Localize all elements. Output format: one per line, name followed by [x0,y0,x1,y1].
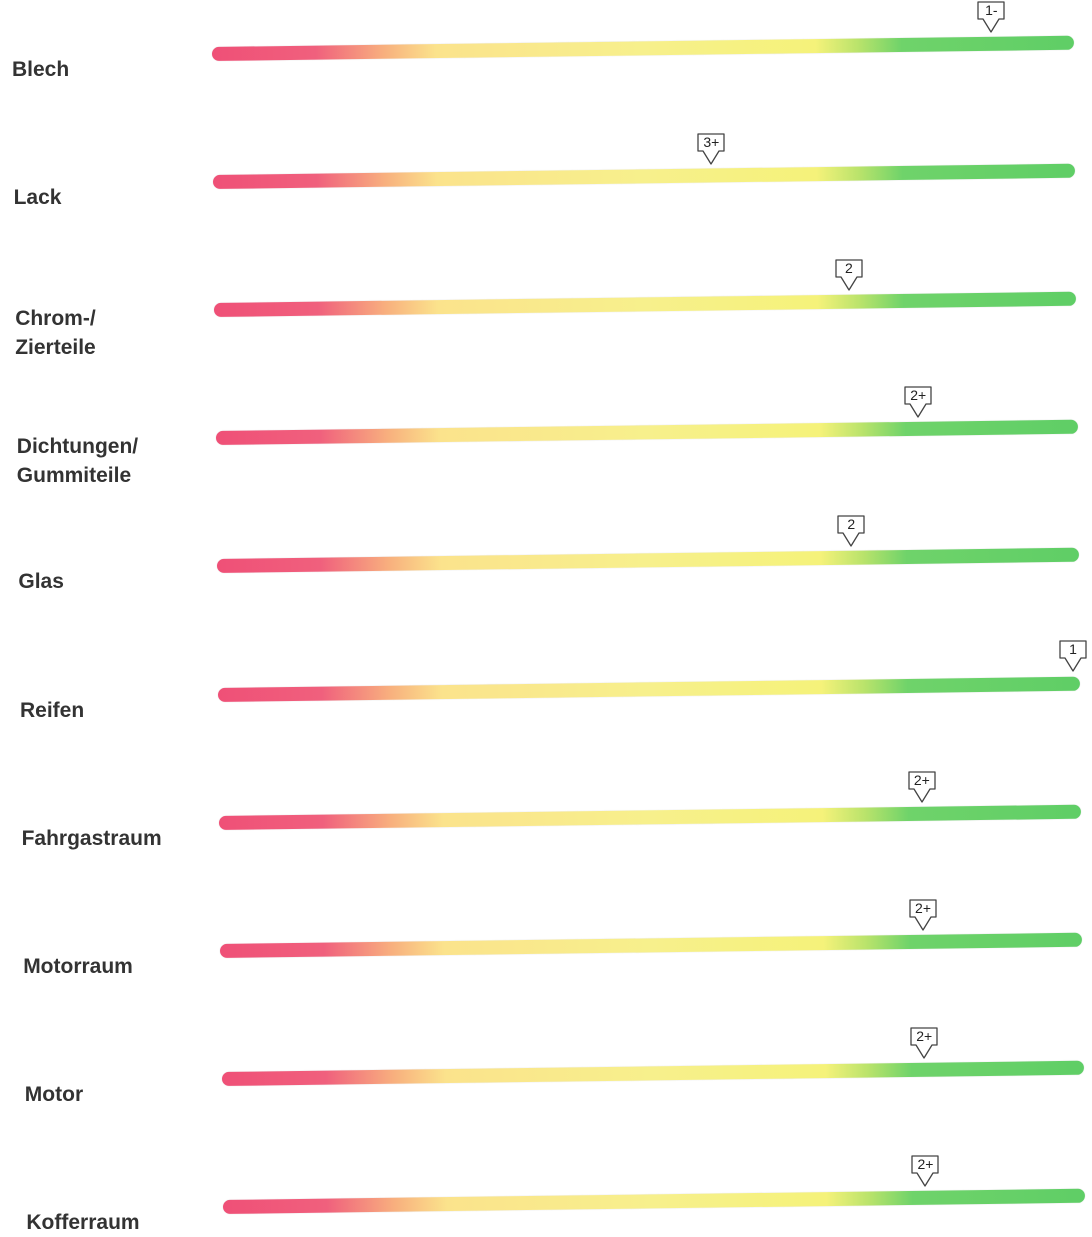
grade-marker: 2+ [903,770,941,805]
rating-scale-bar [221,1060,1084,1086]
rating-scale-bar [211,35,1075,61]
rating-row-chrom-zierteile: Chrom-/ Zierteile 2 [0,259,1092,359]
rating-label: Glas [18,570,64,594]
grade-marker: 1 [1054,640,1092,674]
rating-scale-bar [216,548,1079,574]
grade-value: 1 [1069,641,1077,658]
grade-marker: 2+ [906,1155,944,1189]
grade-value: 2+ [916,1027,933,1044]
rating-label: Kofferraum [26,1210,140,1234]
rating-scale-bar [213,163,1076,190]
down-arrow-marker-icon [911,1155,940,1187]
rating-label: Lack [13,186,62,210]
grade-value: 2+ [913,771,930,788]
rating-label: Dichtungen/ Gummiteile [16,435,139,488]
grade-value: 2 [844,260,853,277]
rating-scale-bar [214,291,1077,318]
grade-marker: 2+ [904,898,942,933]
rating-scale-bar [219,804,1082,830]
grade-value: 2+ [917,1155,934,1172]
down-arrow-marker-icon [977,1,1005,33]
rating-row-lack: Lack 3+ [0,133,1092,209]
down-arrow-marker-icon [910,1027,938,1059]
grade-value: 3+ [703,133,720,150]
rating-scale-bar [215,420,1078,446]
rating-row-kofferraum: Kofferraum 2+ [0,1155,1092,1234]
rating-label: Fahrgastraum [21,826,162,850]
grade-marker: 2 [832,515,870,549]
grade-marker: 1- [972,1,1010,35]
grade-value: 1- [985,2,998,19]
rating-row-blech: Blech 1- [0,1,1092,81]
rating-scale-bar [220,932,1083,958]
rating-label: Motor [24,1082,84,1106]
down-arrow-marker-icon [908,770,936,803]
rating-label: Motorraum [23,954,133,978]
grade-value: 2+ [910,387,927,404]
down-arrow-marker-icon [697,133,726,165]
grade-marker: 2+ [905,1027,943,1061]
down-arrow-marker-icon [909,898,937,931]
grade-marker: 2 [830,259,868,293]
grade-value: 2 [847,516,856,533]
rating-row-motor: Motor 2+ [0,1027,1092,1106]
down-arrow-marker-icon [835,259,863,291]
rating-scale-bar [217,676,1081,702]
rating-label: Reifen [20,698,85,722]
rating-label: Blech [12,58,70,81]
rating-row-reifen: Reifen 1 [0,640,1092,722]
rating-label: Chrom-/ Zierteile [15,307,96,360]
rating-row-glas: Glas 2 [0,515,1092,593]
down-arrow-marker-icon [837,515,865,547]
rating-scale-bar [222,1188,1085,1214]
down-arrow-marker-icon [904,386,932,418]
rating-row-dichtungen-gummiteile: Dichtungen/ Gummiteile 2+ [0,386,1092,487]
rating-row-fahrgastraum: Fahrgastraum 2+ [0,770,1092,850]
grade-marker: 2+ [899,386,937,420]
rating-row-motorraum: Motorraum 2+ [0,898,1092,978]
grade-value: 2+ [915,899,932,916]
grade-marker: 3+ [692,133,730,167]
down-arrow-marker-icon [1059,640,1087,673]
